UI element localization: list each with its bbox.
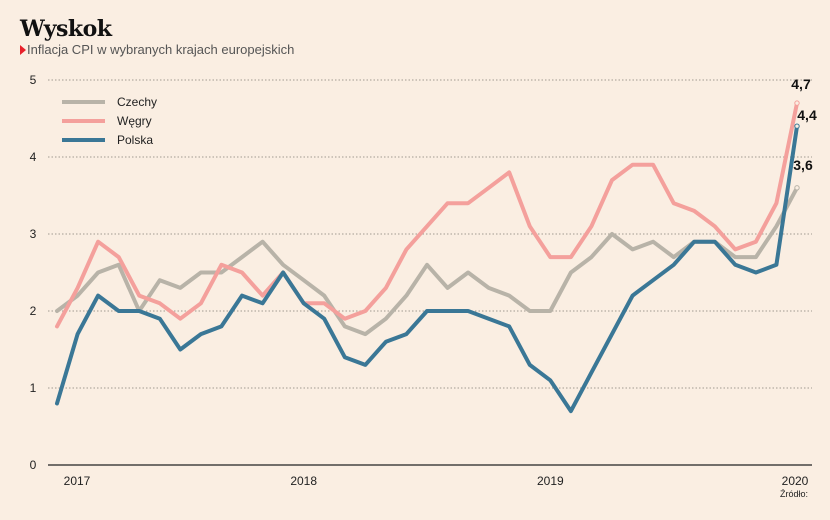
x-tick-label: 2018 (290, 474, 317, 488)
series-line-polska (55, 124, 799, 414)
end-point-marker (794, 185, 800, 191)
end-point-marker (794, 100, 800, 106)
end-data-label: 4,4 (797, 107, 817, 123)
legend-label: Polska (117, 133, 153, 147)
y-tick-label: 0 (30, 458, 37, 472)
y-tick-label: 3 (30, 227, 37, 241)
end-data-label: 3,6 (793, 157, 813, 173)
series-line-czechy (55, 185, 799, 337)
series-line-węgry (55, 101, 799, 329)
source-label: Źródło: (779, 489, 808, 499)
chart-title: Wyskok (20, 16, 112, 42)
legend-label: Węgry (117, 114, 152, 128)
y-tick-label: 4 (30, 150, 37, 164)
x-tick-label: 2020 (782, 474, 809, 488)
y-tick-label: 5 (30, 73, 37, 87)
subtitle-text: Inflacja CPI w wybranych krajach europej… (27, 42, 295, 57)
end-point-marker (794, 123, 800, 129)
y-tick-label: 1 (30, 381, 37, 395)
chart-subtitle: Inflacja CPI w wybranych krajach europej… (20, 42, 294, 57)
y-tick-label: 2 (30, 304, 37, 318)
x-tick-label: 2019 (537, 474, 564, 488)
end-data-label: 4,7 (791, 76, 811, 92)
x-tick-label: 2017 (64, 474, 91, 488)
red-triangle-icon (20, 44, 26, 55)
legend-label: Czechy (117, 95, 157, 109)
